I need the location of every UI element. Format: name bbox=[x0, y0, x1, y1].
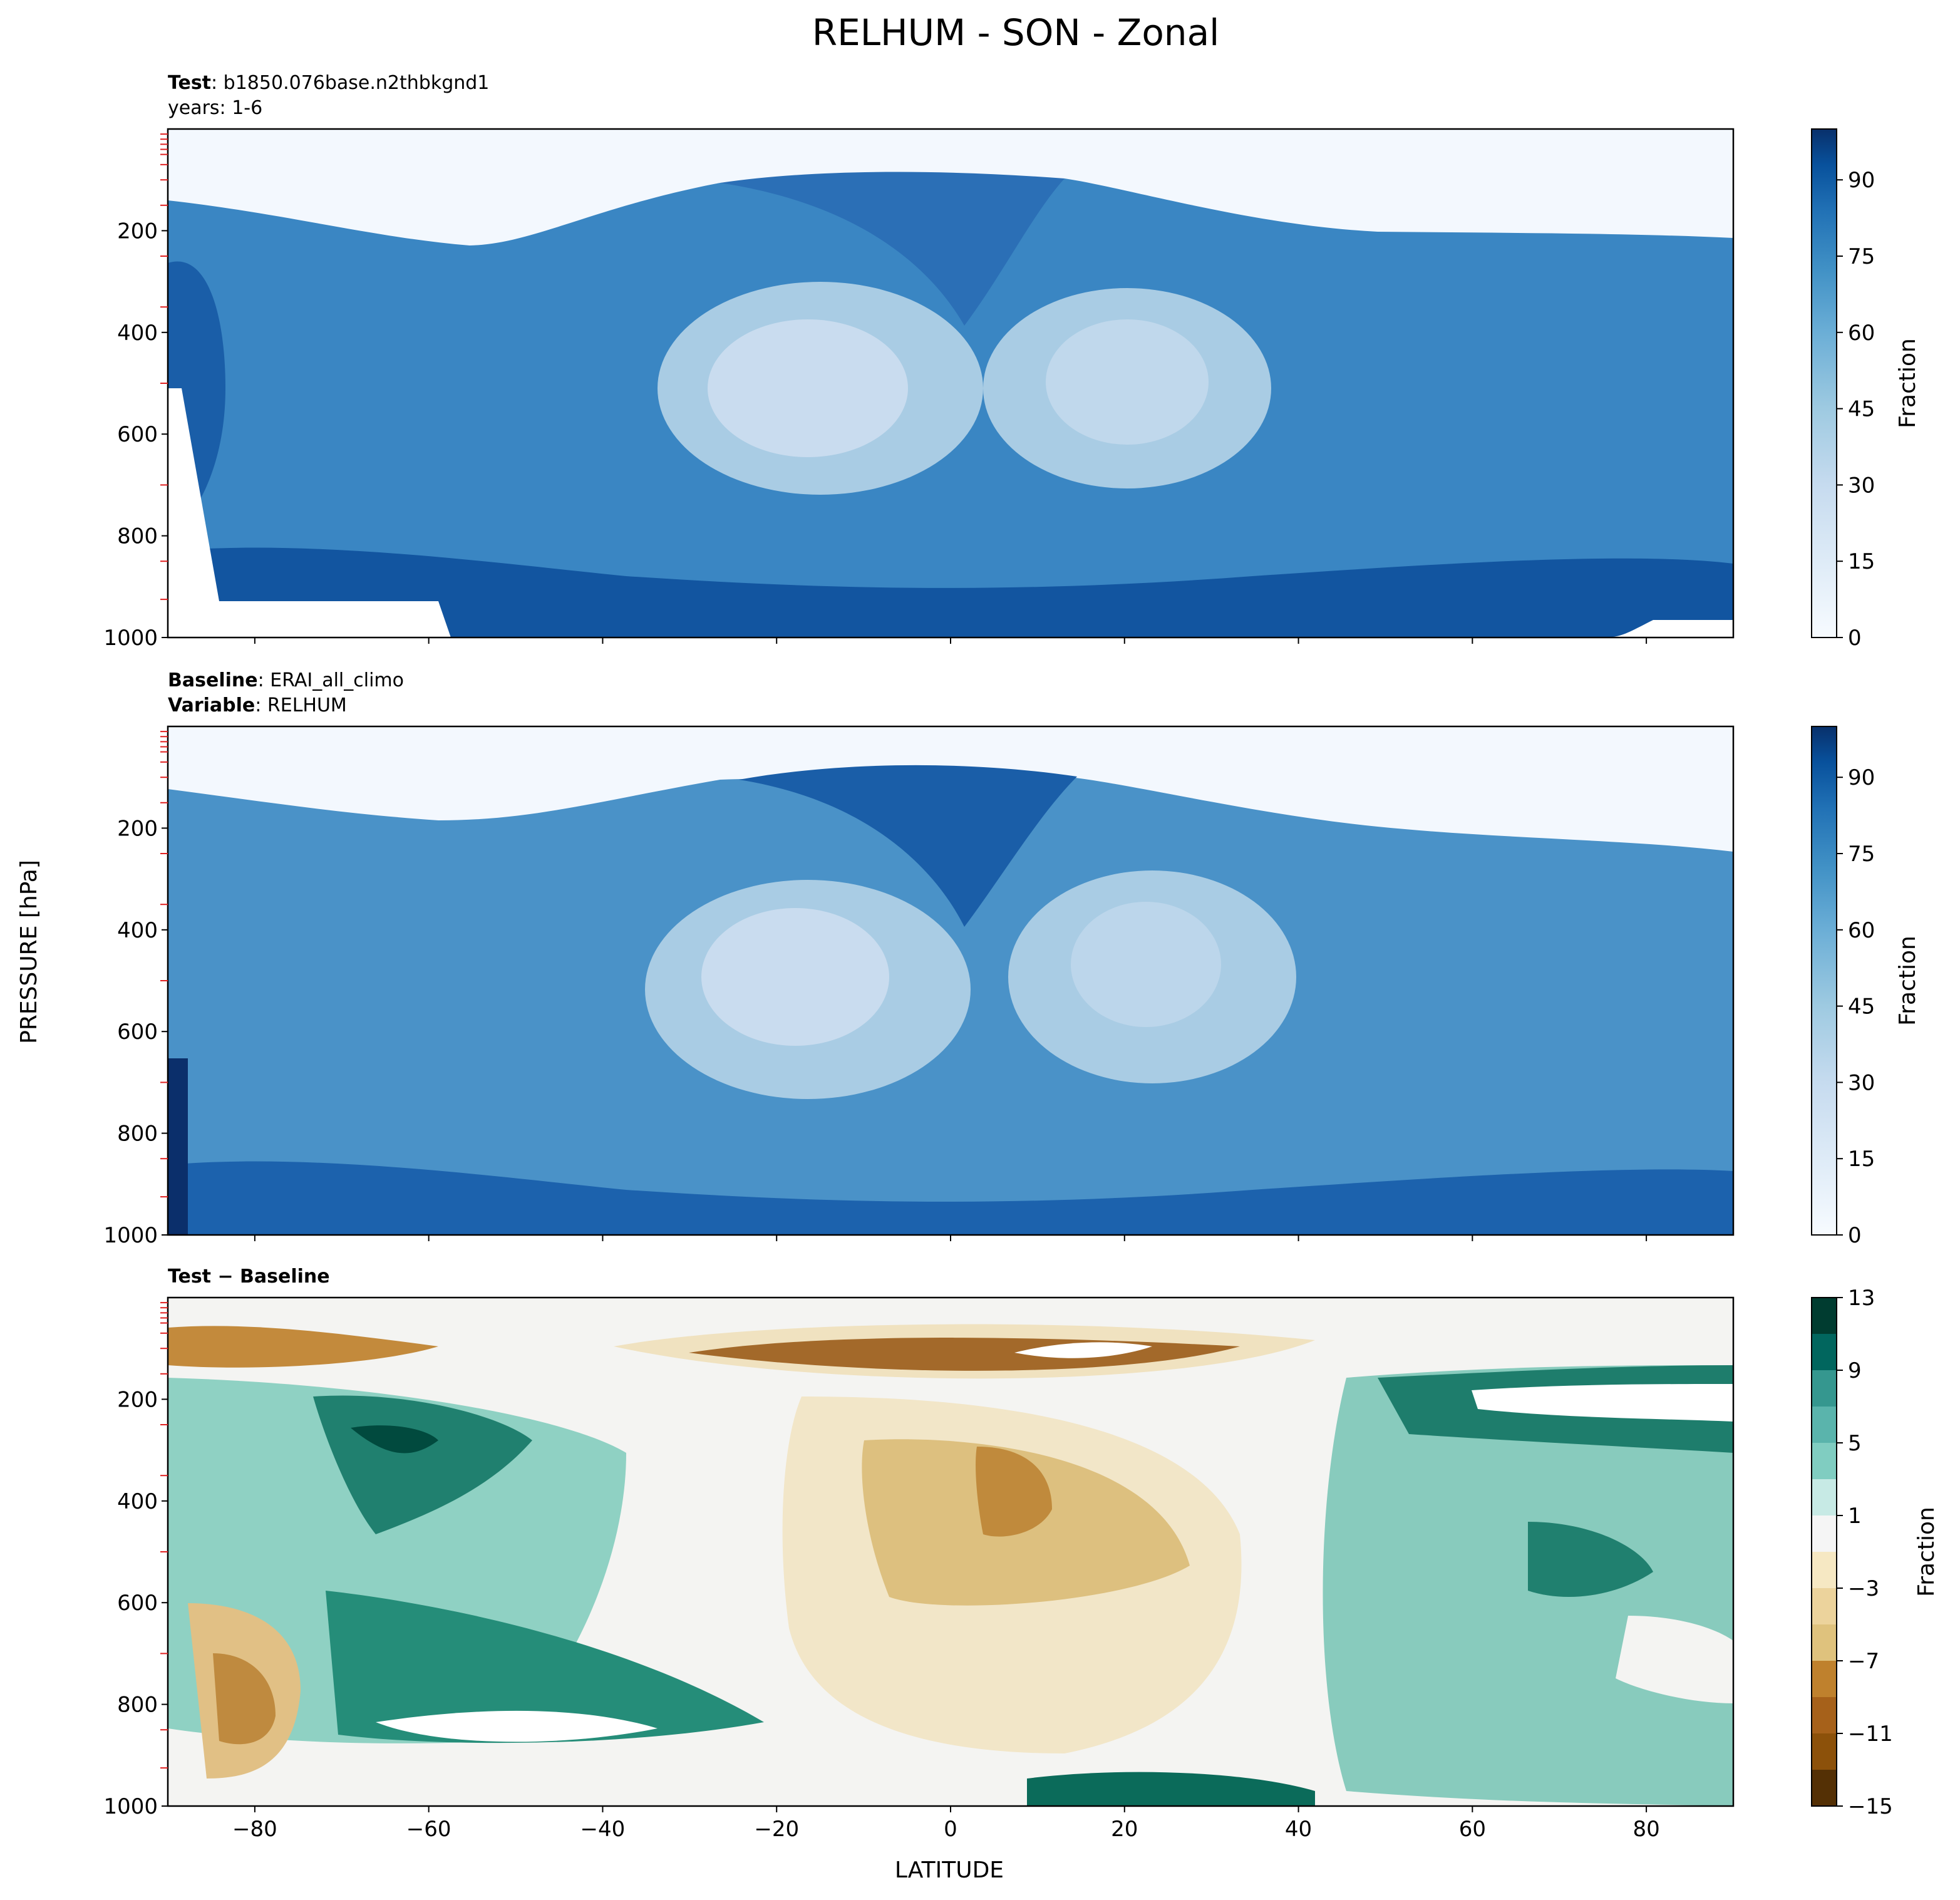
colorbar-difference-bands bbox=[1812, 1298, 1837, 1807]
panel-baseline-yticks: 200 400 600 800 1000 bbox=[103, 731, 168, 1248]
y-tick-label: 800 bbox=[117, 1122, 158, 1147]
panel-baseline: Baseline: ERAI_all_climo Variable: RELHU… bbox=[103, 669, 1735, 1248]
y-tick-label: 800 bbox=[117, 1693, 158, 1718]
panel-difference-xticks: −80 −60 −40 −20 0 20 40 60 80 bbox=[232, 1806, 1660, 1842]
cbar-tick-label: 45 bbox=[1848, 397, 1875, 422]
panel-test-field bbox=[168, 129, 1733, 638]
cbar-tick-label: 60 bbox=[1848, 918, 1875, 943]
cbar-tick-label: 75 bbox=[1848, 842, 1875, 867]
colorbar-difference-label: Fraction bbox=[1914, 1507, 1939, 1597]
cbar-band-11 bbox=[1812, 1697, 1837, 1734]
y-tick-label: 400 bbox=[117, 321, 158, 346]
y-tick-label: 200 bbox=[117, 219, 158, 244]
cbar-band-0 bbox=[1812, 1298, 1837, 1335]
cbar-band-13 bbox=[1812, 1770, 1837, 1807]
cbar-tick-label: 15 bbox=[1848, 549, 1875, 574]
x-axis-label: LATITUDE bbox=[895, 1857, 1004, 1883]
cbar-band-7 bbox=[1812, 1552, 1837, 1589]
cbar-tick-label: 0 bbox=[1848, 626, 1862, 651]
cbar-band-8 bbox=[1812, 1588, 1837, 1625]
x-tick-label: −40 bbox=[580, 1817, 626, 1842]
y-axis-label: PRESSURE [hPa] bbox=[16, 860, 42, 1044]
colorbar-test-ticks: 0 15 30 45 60 75 90 bbox=[1837, 168, 1875, 651]
figure-title: RELHUM - SON - Zonal bbox=[812, 11, 1219, 54]
y-tick-label: 600 bbox=[117, 1020, 158, 1045]
cbar-tick-label: 13 bbox=[1848, 1286, 1875, 1311]
cbar-band-4 bbox=[1812, 1443, 1837, 1480]
panel-baseline-xticks bbox=[254, 1235, 1648, 1241]
panel-difference: Test − Baseline −80 −60 −40 −20 0 20 40 6 bbox=[103, 1266, 1735, 1842]
cbar-band-12 bbox=[1812, 1733, 1837, 1770]
cbar-tick-label: 60 bbox=[1848, 321, 1875, 346]
colorbar-difference-ticks: 13 9 5 1 −3 −7 −11 −15 bbox=[1837, 1286, 1893, 1819]
cbar-tick-label: 0 bbox=[1848, 1223, 1862, 1248]
cbar-tick-label: 5 bbox=[1848, 1431, 1862, 1456]
x-tick-label: −80 bbox=[232, 1817, 277, 1842]
cbar-band-3 bbox=[1812, 1407, 1837, 1443]
panel-baseline-header-1: Baseline: ERAI_all_climo bbox=[168, 669, 404, 691]
y-tick-label: 200 bbox=[117, 1387, 158, 1412]
y-tick-label: 800 bbox=[117, 524, 158, 549]
y-tick-label: 400 bbox=[117, 918, 158, 943]
panel-test-header-2: years: 1-6 bbox=[168, 97, 262, 119]
x-tick-label: 60 bbox=[1459, 1817, 1486, 1842]
y-tick-label: 1000 bbox=[103, 626, 158, 651]
cbar-tick-label: −3 bbox=[1848, 1576, 1879, 1601]
colorbar-baseline-ticks: 0 15 30 45 60 75 90 bbox=[1837, 765, 1875, 1248]
panel-difference-field bbox=[168, 1298, 1733, 1806]
cbar-tick-label: 90 bbox=[1848, 765, 1875, 790]
panel-difference-header-1: Test − Baseline bbox=[168, 1266, 330, 1288]
cbar-band-1 bbox=[1812, 1334, 1837, 1371]
panel-test-yticks: 200 400 600 800 1000 bbox=[103, 133, 168, 651]
colorbar-test-label: Fraction bbox=[1895, 338, 1921, 428]
cbar-tick-label: 30 bbox=[1848, 473, 1875, 498]
cbar-tick-label: 45 bbox=[1848, 994, 1875, 1020]
cbar-tick-label: 9 bbox=[1848, 1358, 1862, 1383]
y-tick-label: 600 bbox=[117, 422, 158, 447]
colorbar-baseline: 0 15 30 45 60 75 90 Fraction bbox=[1811, 726, 1921, 1248]
panel-difference-yticks: 200 400 600 800 1000 bbox=[103, 1302, 168, 1819]
cbar-band-2 bbox=[1812, 1370, 1837, 1407]
cbar-band-5 bbox=[1812, 1479, 1837, 1516]
y-tick-label: 400 bbox=[117, 1489, 158, 1514]
panel-baseline-header-2: Variable: RELHUM bbox=[168, 694, 347, 716]
cbar-band-10 bbox=[1812, 1661, 1837, 1698]
cbar-tick-label: 1 bbox=[1848, 1504, 1862, 1529]
colorbar-baseline-label: Fraction bbox=[1895, 936, 1921, 1026]
y-tick-label: 1000 bbox=[103, 1794, 158, 1819]
panel-test-xticks bbox=[254, 638, 1648, 644]
cbar-band-9 bbox=[1812, 1624, 1837, 1661]
x-tick-label: 40 bbox=[1285, 1817, 1312, 1842]
y-tick-label: 1000 bbox=[103, 1223, 158, 1248]
x-tick-label: 80 bbox=[1632, 1817, 1659, 1842]
panel-test: Test: b1850.076base.n2thbkgnd1 years: 1-… bbox=[103, 72, 1735, 651]
colorbar-difference: 13 9 5 1 −3 −7 −11 −15 Fraction bbox=[1811, 1286, 1939, 1819]
cbar-tick-label: −11 bbox=[1848, 1722, 1893, 1747]
y-tick-label: 600 bbox=[117, 1591, 158, 1616]
x-tick-label: −20 bbox=[754, 1817, 799, 1842]
cbar-tick-label: 90 bbox=[1848, 168, 1875, 193]
cbar-tick-label: −7 bbox=[1848, 1649, 1879, 1674]
cbar-tick-label: 75 bbox=[1848, 244, 1875, 269]
cbar-band-6 bbox=[1812, 1515, 1837, 1552]
y-tick-label: 200 bbox=[117, 816, 158, 841]
x-tick-label: −60 bbox=[406, 1817, 451, 1842]
panel-test-header-1: Test: b1850.076base.n2thbkgnd1 bbox=[168, 72, 489, 94]
x-tick-label: 0 bbox=[944, 1817, 957, 1842]
panel-baseline-field bbox=[168, 726, 1733, 1235]
cbar-tick-label: 30 bbox=[1848, 1070, 1875, 1095]
cbar-tick-label: 15 bbox=[1848, 1147, 1875, 1172]
x-tick-label: 20 bbox=[1111, 1817, 1138, 1842]
colorbar-test: 0 15 30 45 60 75 90 Fraction bbox=[1811, 128, 1921, 651]
cbar-tick-label: −15 bbox=[1848, 1794, 1893, 1819]
